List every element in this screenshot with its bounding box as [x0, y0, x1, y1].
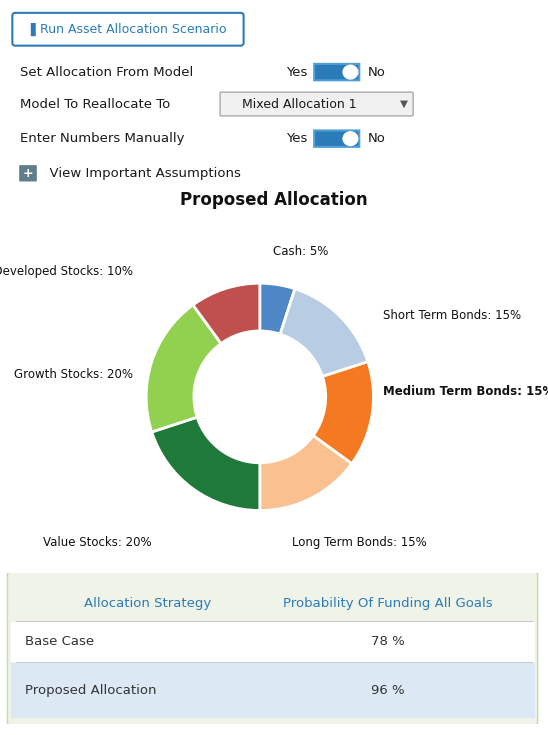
Text: Growth Stocks: 20%: Growth Stocks: 20%: [14, 368, 133, 381]
Text: Mixed Allocation 1: Mixed Allocation 1: [242, 98, 357, 110]
Text: Medium Term Bonds: 15%: Medium Term Bonds: 15%: [383, 384, 548, 398]
FancyBboxPatch shape: [19, 165, 37, 182]
FancyBboxPatch shape: [13, 12, 244, 46]
FancyBboxPatch shape: [12, 623, 535, 662]
FancyBboxPatch shape: [314, 130, 359, 147]
Text: Yes: Yes: [286, 65, 307, 79]
Wedge shape: [313, 362, 373, 464]
Title: Proposed Allocation: Proposed Allocation: [180, 191, 368, 209]
Text: No: No: [368, 65, 386, 79]
Text: Enter Numbers Manually: Enter Numbers Manually: [20, 132, 185, 146]
Wedge shape: [260, 436, 352, 511]
FancyBboxPatch shape: [12, 663, 535, 719]
Text: Proposed Allocation: Proposed Allocation: [25, 684, 157, 697]
Text: Yes: Yes: [286, 132, 307, 146]
Text: View Important Assumptions: View Important Assumptions: [41, 167, 241, 180]
Text: ▼: ▼: [401, 99, 408, 109]
Text: +: +: [22, 167, 33, 180]
Text: Base Case: Base Case: [25, 635, 94, 648]
Text: Allocation Strategy: Allocation Strategy: [84, 597, 211, 610]
Circle shape: [343, 132, 358, 146]
Wedge shape: [280, 289, 368, 376]
Text: Model To Reallocate To: Model To Reallocate To: [20, 98, 170, 110]
Text: Long Term Bonds: 15%: Long Term Bonds: 15%: [292, 536, 426, 549]
Text: Cash: 5%: Cash: 5%: [273, 245, 329, 258]
Text: Run Asset Allocation Scenario: Run Asset Allocation Scenario: [39, 23, 226, 36]
FancyBboxPatch shape: [220, 92, 413, 116]
Text: Probability Of Funding All Goals: Probability Of Funding All Goals: [283, 597, 493, 610]
Text: 96 %: 96 %: [371, 684, 404, 697]
Wedge shape: [152, 417, 260, 511]
Text: ▐: ▐: [25, 23, 35, 36]
Text: International Developed Stocks: 10%: International Developed Stocks: 10%: [0, 265, 133, 279]
Text: 78 %: 78 %: [371, 635, 404, 648]
Wedge shape: [193, 283, 260, 343]
FancyBboxPatch shape: [8, 572, 538, 725]
FancyBboxPatch shape: [314, 64, 359, 80]
Wedge shape: [146, 305, 221, 432]
Text: Short Term Bonds: 15%: Short Term Bonds: 15%: [383, 309, 521, 321]
Wedge shape: [260, 283, 295, 334]
Text: Set Allocation From Model: Set Allocation From Model: [20, 65, 193, 79]
Text: Value Stocks: 20%: Value Stocks: 20%: [43, 536, 152, 549]
Text: No: No: [368, 132, 386, 146]
Circle shape: [343, 65, 358, 79]
